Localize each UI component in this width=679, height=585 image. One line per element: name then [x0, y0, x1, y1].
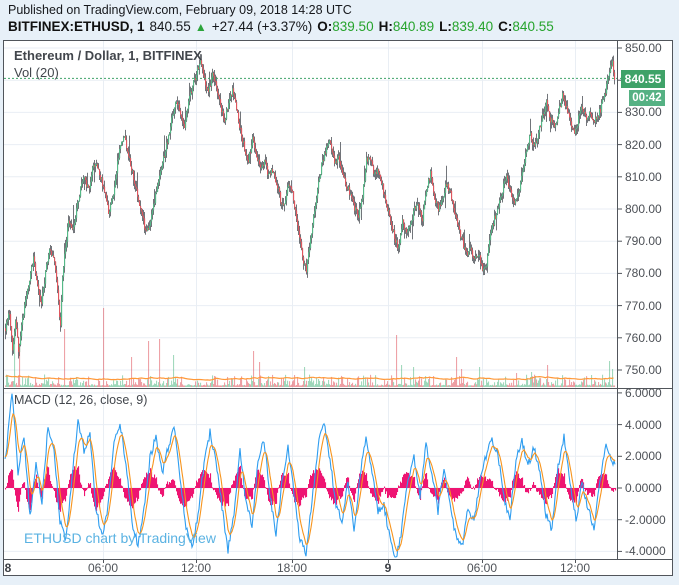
price-axis-label: 750.00	[625, 363, 662, 377]
info-bar: Published on TradingView.com, February 0…	[0, 0, 679, 40]
price-axis-label: 4.0000	[625, 417, 662, 432]
close-label: C:	[498, 19, 513, 34]
price-axis-label: 780.00	[625, 266, 662, 281]
price-axis-label: 810.00	[625, 169, 662, 184]
price-axis-label: 0.0000	[625, 481, 662, 495]
time-axis-label: 06:00	[466, 561, 498, 575]
price-axis-label: -4.0000	[625, 544, 666, 559]
time-axis-label: 12:00	[180, 561, 212, 575]
chart-widget[interactable]: Ethereum / Dollar, 1, BITFINEX Vol (20) …	[3, 40, 673, 576]
high-value: 840.89	[392, 19, 435, 34]
time-axis-label: 8	[4, 561, 12, 575]
symbol-name: BITFINEX:ETHUSD, 1	[8, 19, 145, 34]
price-axis-label: 6.0000	[625, 385, 662, 400]
bar-countdown-badge: 00:42	[629, 90, 665, 106]
time-axis-label: 06:00	[87, 561, 119, 575]
main-chart-legend: Ethereum / Dollar, 1, BITFINEX	[14, 48, 202, 63]
published-line: Published on TradingView.com, February 0…	[8, 3, 352, 17]
high-label: H:	[378, 19, 393, 34]
price-axis-label: 760.00	[625, 330, 662, 345]
watermark-link[interactable]: ETHUSD chart by TradingView	[24, 530, 216, 546]
close-value: 840.55	[512, 19, 554, 34]
macd-legend: MACD (12, 26, close, 9)	[14, 393, 148, 407]
chart-canvas[interactable]	[4, 41, 672, 575]
time-axis-label: 12:00	[559, 561, 591, 575]
price-axis-label: 790.00	[625, 234, 662, 249]
price-change: +27.44 (+3.37%)	[211, 19, 313, 34]
price-axis-label: 2.0000	[625, 449, 662, 464]
price-axis-label: 770.00	[625, 298, 662, 313]
price-axis-label: -2.0000	[625, 512, 666, 527]
price-axis-label: 820.00	[625, 137, 662, 152]
open-label: O:	[317, 19, 333, 34]
low-value: 839.40	[451, 19, 494, 34]
last-price: 840.55	[149, 19, 191, 34]
open-value: 839.50	[332, 19, 374, 34]
last-price-badge: 840.55	[621, 70, 665, 88]
low-label: L:	[439, 19, 452, 34]
price-axis-label: 850.00	[625, 41, 662, 55]
volume-legend: Vol (20)	[14, 65, 59, 80]
symbol-line: BITFINEX:ETHUSD, 1 840.55 ▲ +27.44 (+3.37%)…	[8, 19, 554, 34]
price-axis-label: 830.00	[625, 105, 662, 120]
time-axis-label: 9	[384, 561, 392, 575]
up-arrow-icon: ▲	[194, 20, 207, 34]
time-axis-label: 18:00	[276, 561, 308, 575]
price-axis-label: 800.00	[625, 202, 662, 216]
